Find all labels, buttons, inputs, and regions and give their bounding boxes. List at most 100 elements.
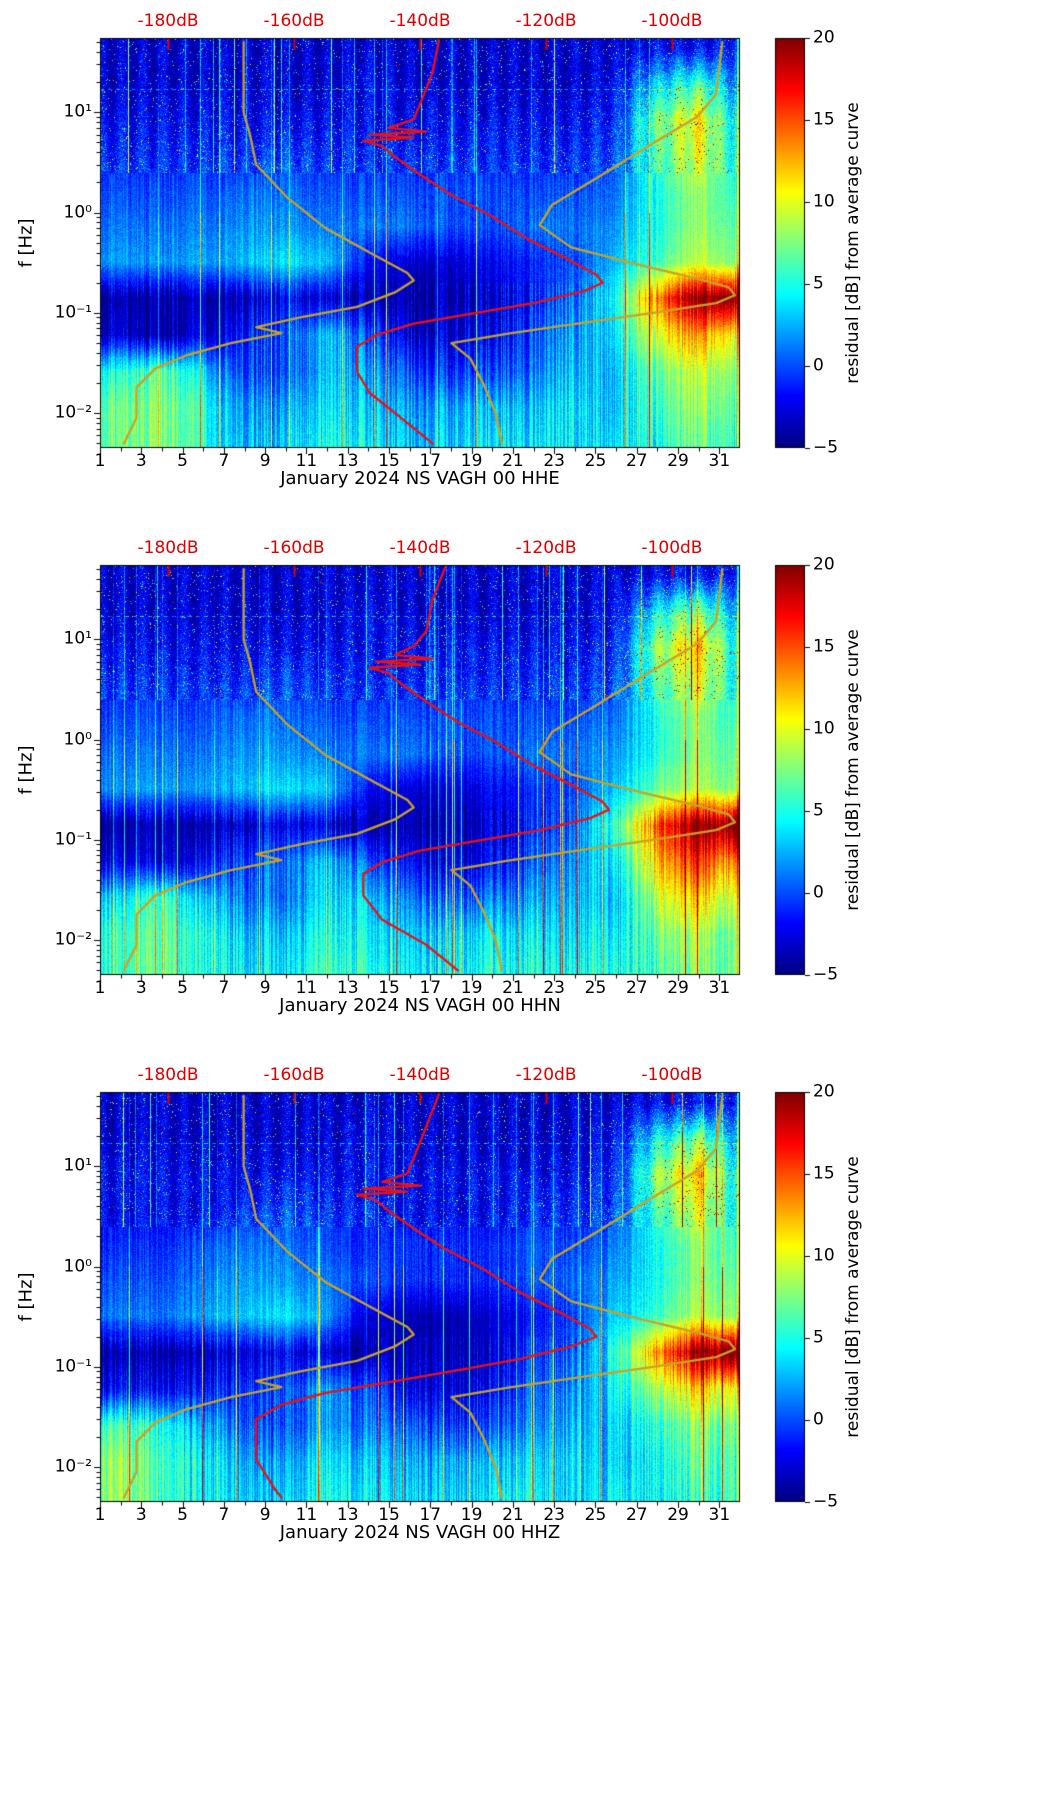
top-axis-tick-label: -180dB: [137, 1065, 199, 1085]
figure-panel-hhz: f [Hz] January 2024 NS VAGH 00 HHZ resid…: [0, 1054, 1052, 1581]
x-axis-tick-label: 7: [218, 978, 230, 998]
x-axis-tick-label: 27: [625, 451, 648, 471]
top-axis-tick-label: -180dB: [137, 11, 199, 31]
x-axis-tick-label: 9: [259, 978, 271, 998]
y-axis-tick-label: 10⁻²: [54, 929, 92, 950]
top-axis-tick-label: -100dB: [641, 11, 703, 31]
y-axis-label: f [Hz]: [15, 1272, 37, 1322]
top-axis-tick-label: -180dB: [137, 538, 199, 558]
y-axis-tick-label: 10⁻¹: [54, 302, 92, 323]
x-axis-title: January 2024 NS VAGH 00 HHE: [280, 468, 560, 489]
top-axis-tick-label: -120dB: [515, 11, 577, 31]
top-axis-tick-label: -100dB: [641, 1065, 703, 1085]
y-axis-tick-label: 10¹: [63, 628, 92, 649]
x-axis-tick-label: 5: [177, 978, 188, 998]
x-axis-tick-label: 9: [259, 1505, 271, 1525]
colorbar-tick-label: 5: [813, 800, 824, 821]
x-axis-tick-label: 1: [94, 978, 106, 998]
colorbar-tick-label: 10: [813, 191, 835, 212]
y-axis-tick-label: 10⁻¹: [54, 1356, 92, 1377]
x-axis-tick-label: 25: [584, 978, 607, 998]
colorbar-tick-label: 0: [813, 1409, 824, 1430]
top-axis-tick-label: -140dB: [389, 11, 451, 31]
figure-panel-hhe: f [Hz] January 2024 NS VAGH 00 HHE resid…: [0, 0, 1052, 527]
x-axis-tick-label: 7: [218, 1505, 230, 1525]
top-axis-tick-label: -160dB: [263, 1065, 325, 1085]
colorbar-tick-label: 5: [813, 273, 824, 294]
x-axis-tick-label: 13: [336, 451, 359, 471]
colorbar-label: residual [dB] from average curve: [843, 629, 863, 911]
x-axis-tick-label: 7: [218, 451, 230, 471]
x-axis-tick-label: 5: [177, 451, 188, 471]
colorbar-label: residual [dB] from average curve: [843, 1156, 863, 1438]
x-axis-tick-label: 23: [543, 1505, 566, 1525]
y-axis-label: f [Hz]: [15, 745, 37, 795]
x-axis-tick-label: 11: [295, 978, 318, 998]
y-axis-label: f [Hz]: [15, 218, 37, 268]
x-axis-title: January 2024 NS VAGH 00 HHZ: [279, 1522, 561, 1543]
colorbar-tick-label: −5: [813, 964, 839, 985]
x-axis-tick-label: 29: [667, 451, 689, 471]
x-axis-tick-label: 13: [336, 978, 359, 998]
x-axis-tick-label: 23: [543, 978, 566, 998]
x-axis-tick-label: 15: [378, 1505, 400, 1525]
colorbar-tick-label: 0: [813, 355, 824, 376]
spectrogram-canvas-hhe: [0, 0, 1052, 527]
colorbar-label: residual [dB] from average curve: [843, 102, 863, 384]
x-axis-tick-label: 19: [460, 451, 483, 471]
x-axis-tick-label: 17: [419, 1505, 442, 1525]
x-axis-tick-label: 3: [135, 1505, 147, 1525]
x-axis-tick-label: 3: [135, 978, 147, 998]
colorbar-tick-label: 5: [813, 1327, 824, 1348]
top-axis-tick-label: -100dB: [641, 538, 703, 558]
x-axis-tick-label: 1: [94, 1505, 106, 1525]
y-axis-tick-label: 10⁻²: [54, 402, 92, 423]
x-axis-tick-label: 27: [625, 978, 648, 998]
x-axis-tick-label: 5: [177, 1505, 188, 1525]
x-axis-tick-label: 13: [336, 1505, 359, 1525]
top-axis-tick-label: -120dB: [515, 1065, 577, 1085]
top-axis-tick-label: -140dB: [389, 538, 451, 558]
x-axis-tick-label: 21: [502, 451, 524, 471]
colorbar-tick-label: 15: [813, 109, 835, 130]
x-axis-tick-label: 25: [584, 1505, 607, 1525]
x-axis-tick-label: 11: [295, 1505, 318, 1525]
y-axis-tick-label: 10¹: [63, 1155, 92, 1176]
top-axis-tick-label: -160dB: [263, 11, 325, 31]
x-axis-tick-label: 23: [543, 451, 566, 471]
x-axis-tick-label: 29: [667, 1505, 689, 1525]
y-axis-tick-label: 10⁻²: [54, 1456, 92, 1477]
colorbar-tick-label: 10: [813, 718, 835, 739]
top-axis-tick-label: -160dB: [263, 538, 325, 558]
x-axis-tick-label: 9: [259, 451, 271, 471]
figure-panel-hhn: f [Hz] January 2024 NS VAGH 00 HHN resid…: [0, 527, 1052, 1054]
x-axis-tick-label: 19: [460, 1505, 483, 1525]
x-axis-tick-label: 31: [708, 451, 731, 471]
y-axis-tick-label: 10⁰: [63, 202, 92, 223]
x-axis-tick-label: 29: [667, 978, 689, 998]
x-axis-tick-label: 31: [708, 1505, 731, 1525]
colorbar-tick-label: 0: [813, 882, 824, 903]
y-axis-tick-label: 10⁰: [63, 729, 92, 750]
colorbar-tick-label: −5: [813, 1491, 839, 1512]
x-axis-tick-label: 27: [625, 1505, 648, 1525]
x-axis-tick-label: 21: [502, 1505, 524, 1525]
colorbar-tick-label: 15: [813, 1163, 835, 1184]
x-axis-tick-label: 17: [419, 978, 442, 998]
spectrogram-canvas-hhz: [0, 1054, 1052, 1581]
x-axis-tick-label: 21: [502, 978, 524, 998]
x-axis-tick-label: 11: [295, 451, 318, 471]
spectrogram-canvas-hhn: [0, 527, 1052, 1054]
y-axis-tick-label: 10¹: [63, 101, 92, 122]
colorbar-tick-label: 20: [813, 27, 835, 48]
x-axis-tick-label: 31: [708, 978, 731, 998]
y-axis-tick-label: 10⁻¹: [54, 829, 92, 850]
x-axis-tick-label: 25: [584, 451, 607, 471]
x-axis-tick-label: 15: [378, 978, 400, 998]
x-axis-tick-label: 1: [94, 451, 106, 471]
colorbar-tick-label: 10: [813, 1245, 835, 1266]
x-axis-tick-label: 19: [460, 978, 483, 998]
top-axis-tick-label: -140dB: [389, 1065, 451, 1085]
colorbar-tick-label: −5: [813, 437, 839, 458]
